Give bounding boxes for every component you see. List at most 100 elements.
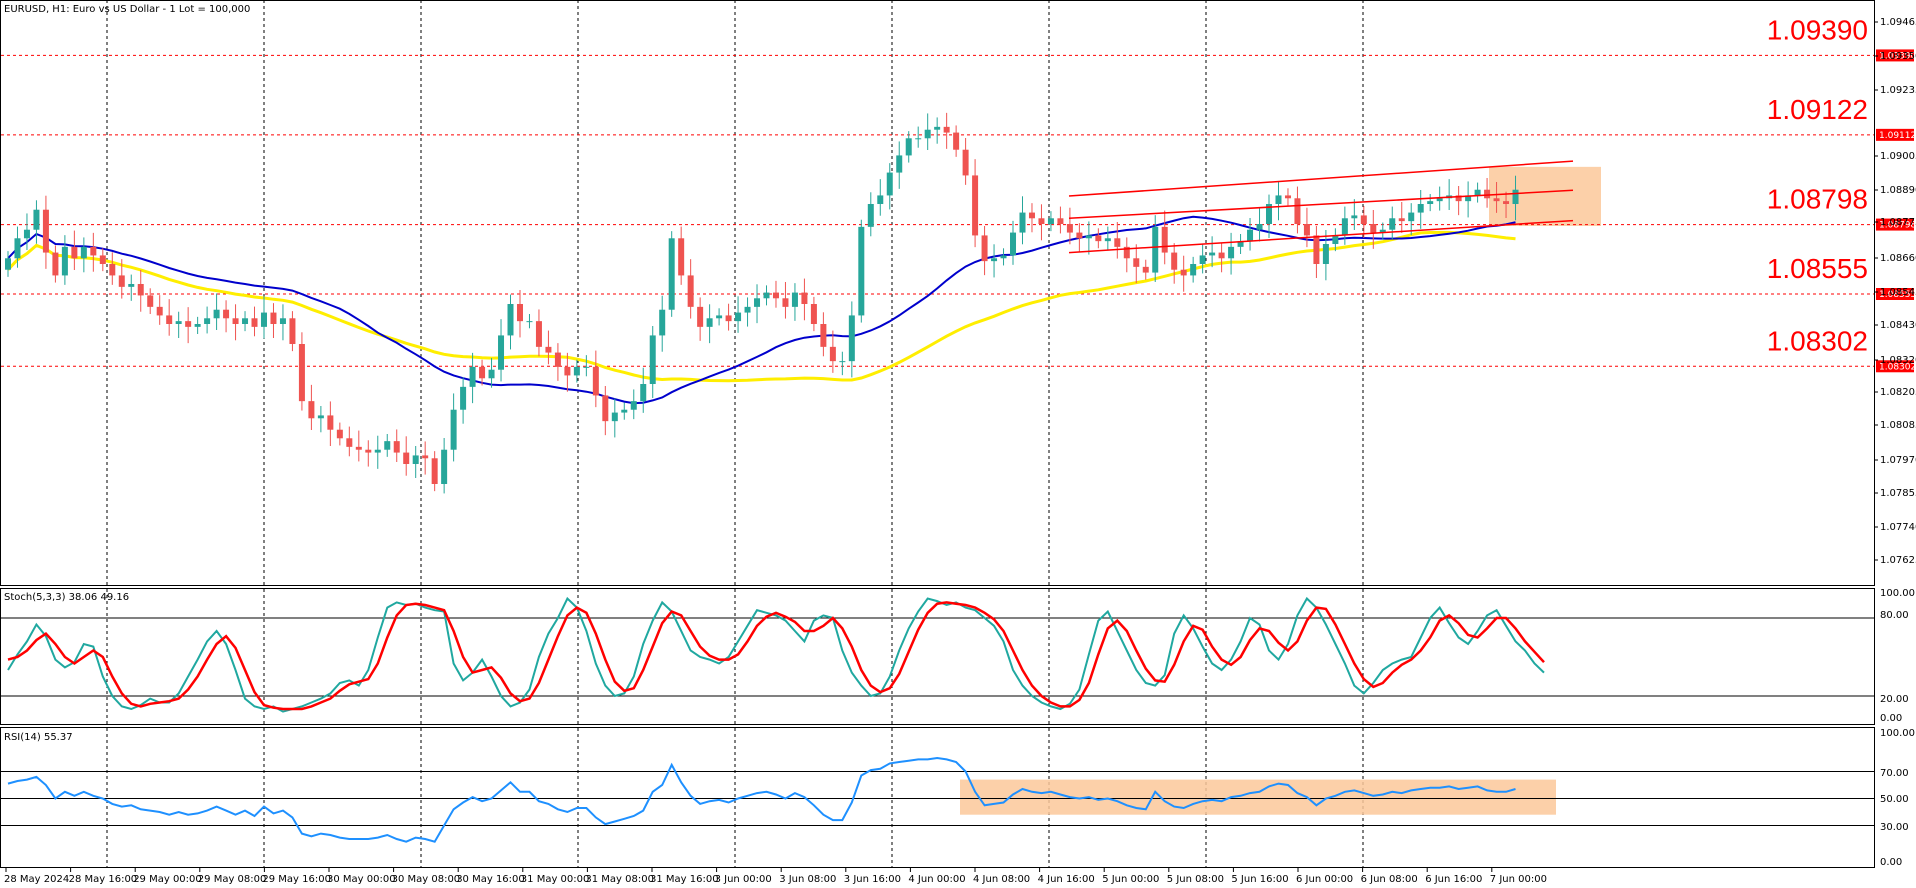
candle-body	[327, 415, 334, 430]
candle-body	[545, 346, 552, 353]
candle-body	[820, 324, 827, 347]
candle-body	[1199, 255, 1206, 264]
shaded-zones	[960, 166, 1601, 815]
candle-body	[1408, 212, 1415, 222]
candle-body	[251, 318, 258, 327]
candle-body	[1180, 269, 1187, 276]
candle-body	[953, 132, 960, 150]
candle-body	[412, 455, 419, 464]
candle-body	[1057, 218, 1064, 224]
candle-body	[365, 449, 372, 453]
candle-body	[1398, 218, 1405, 222]
level-label: 1.08302	[1767, 325, 1868, 356]
time-tick-label: 29 May 08:00	[198, 874, 267, 885]
candle-body	[156, 306, 163, 316]
candle-body	[109, 264, 116, 276]
candle-body	[336, 429, 343, 439]
level-price-tag: 1.08555	[1879, 290, 1916, 300]
candle-body	[583, 366, 590, 368]
candle-body	[1095, 235, 1102, 242]
rsi-tick-label: 70.00	[1880, 768, 1909, 779]
price-tick-label: 1.08430	[1880, 320, 1916, 331]
candle-body	[725, 315, 732, 322]
stoch-title: Stoch(5,3,3) 38.06 49.16	[4, 592, 129, 603]
candle-body	[1247, 229, 1254, 242]
candle-body	[972, 175, 979, 236]
candle-body	[507, 304, 514, 336]
time-tick-label: 28 May 16:00	[69, 874, 138, 885]
candle-body	[52, 252, 59, 276]
candle-body	[61, 246, 68, 276]
stochastic-lines	[1, 596, 1874, 713]
candle-body	[498, 335, 505, 370]
candle-body	[621, 409, 628, 413]
price-tick-label: 1.09005	[1880, 151, 1916, 162]
candle-body	[1351, 215, 1358, 219]
rsi-title: RSI(14) 55.37	[4, 732, 73, 743]
time-tick-label: 5 Jun 08:00	[1167, 874, 1224, 885]
candle-body	[706, 318, 713, 327]
candle-body	[1114, 238, 1121, 247]
candle-body	[1123, 246, 1130, 259]
candle-body	[791, 292, 798, 307]
candle-body	[374, 449, 381, 453]
candle-body	[1152, 226, 1159, 273]
candle-body	[166, 315, 173, 324]
candle-body	[270, 312, 277, 324]
candle-body	[33, 209, 40, 230]
time-tick-label: 6 Jun 16:00	[1425, 874, 1482, 885]
candle-body	[763, 292, 770, 299]
price-tick-label: 1.08890	[1880, 185, 1916, 196]
candle-body	[393, 441, 400, 453]
level-price-tag: 1.09390	[1879, 51, 1916, 61]
candle-body	[772, 292, 779, 299]
time-tick-label: 31 May 16:00	[650, 874, 719, 885]
time-tick-label: 5 Jun 16:00	[1231, 874, 1288, 885]
rsi-tick-label: 50.00	[1880, 794, 1909, 805]
time-tick-label: 3 Jun 16:00	[844, 874, 901, 885]
candle-body	[1427, 201, 1434, 204]
stoch-main-line	[7, 596, 1545, 713]
candle-body	[80, 246, 87, 259]
candle-body	[526, 321, 533, 323]
candle-body	[592, 366, 599, 396]
candle-body	[317, 415, 324, 419]
price-tick-label: 1.08775	[1880, 217, 1916, 228]
candle-body	[1228, 246, 1235, 259]
candle-body	[554, 352, 561, 367]
candle-body	[1076, 232, 1083, 239]
candle-body	[384, 441, 391, 450]
time-tick-label: 30 May 00:00	[327, 874, 396, 885]
candle-body	[1389, 218, 1396, 230]
ascending-channel	[1068, 160, 1574, 254]
candle-body	[1209, 252, 1216, 256]
candle-body	[1484, 189, 1491, 199]
candle-body	[564, 366, 571, 376]
time-tick-label: 4 Jun 00:00	[908, 874, 965, 885]
candle-body	[1493, 198, 1500, 202]
candle-body	[431, 458, 438, 484]
stoch-tick-label: 0.00	[1880, 713, 1902, 724]
candle-body	[5, 258, 11, 270]
ma-slow-line	[6, 230, 1516, 383]
candle-body	[488, 369, 495, 379]
candle-body	[924, 129, 931, 139]
candle-body	[1038, 218, 1045, 224]
candle-body	[1436, 198, 1443, 202]
level-price-tag: 1.08302	[1879, 362, 1916, 372]
candle-body	[848, 315, 855, 362]
candle-body	[516, 304, 523, 322]
time-tick-label: 5 Jun 00:00	[1102, 874, 1159, 885]
time-tick-label: 6 Jun 08:00	[1361, 874, 1418, 885]
candle-body	[128, 284, 135, 287]
candle-body	[441, 449, 448, 484]
candle-body	[962, 149, 969, 176]
rsi-tick-label: 100.00	[1880, 728, 1915, 739]
level-price-tag-bg	[1876, 218, 1914, 231]
candle-body	[630, 401, 637, 410]
candle-body	[1360, 215, 1367, 224]
candle-body	[886, 172, 893, 196]
candle-body	[782, 298, 789, 307]
